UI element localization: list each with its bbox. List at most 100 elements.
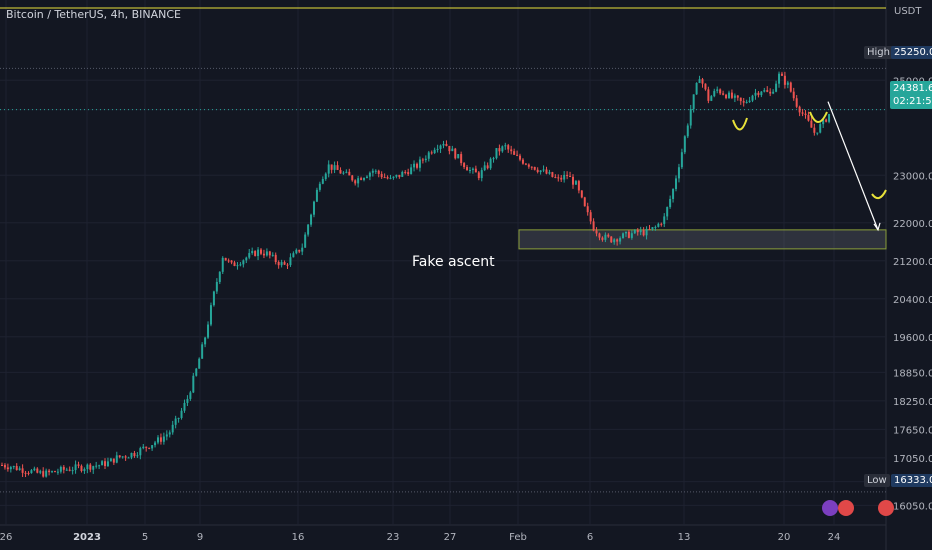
candle-body (651, 227, 654, 230)
candle-body (357, 178, 360, 184)
candle-body (201, 344, 204, 359)
candle-body (268, 251, 271, 256)
candle-body (130, 452, 133, 458)
candle-body (754, 92, 757, 96)
price-tick-label: 16050.00 (893, 501, 932, 512)
candle-body (330, 164, 333, 170)
candle-body (486, 165, 489, 169)
candle-body (536, 169, 539, 172)
candle-body (404, 171, 407, 173)
candle-body (439, 145, 442, 149)
candle-body (192, 375, 195, 393)
candle-body (457, 154, 460, 159)
time-tick-label: 26 (0, 532, 12, 543)
candle-body (627, 231, 630, 238)
time-tick-label: Feb (509, 532, 527, 543)
candle-body (677, 167, 680, 179)
candle-body (516, 154, 519, 156)
price-tick-label: 19600.00 (893, 333, 932, 344)
candle-body (760, 91, 763, 96)
candle-body (672, 188, 675, 199)
projection-arrow (827, 101, 879, 231)
candle-body (265, 251, 268, 256)
candle-body (183, 402, 186, 411)
us-flag-icon[interactable] (878, 500, 894, 516)
candle-body (142, 446, 145, 449)
candle-body (492, 158, 495, 160)
candle-body (292, 253, 295, 258)
candle-body (389, 177, 392, 179)
candle-body (686, 125, 689, 137)
candle-body (713, 90, 716, 97)
candle-body (33, 468, 36, 471)
candle-body (692, 94, 695, 109)
low-label: Low (864, 474, 890, 487)
candle-body (365, 176, 368, 178)
candle-body (801, 112, 804, 114)
us-flag-icon[interactable] (838, 500, 854, 516)
candle-body (669, 198, 672, 208)
candle-body (619, 238, 622, 242)
candle-body (448, 145, 451, 152)
candle-body (336, 165, 339, 170)
annotation-text: Fake ascent (412, 254, 495, 270)
candle-body (339, 169, 342, 174)
candle-body (569, 176, 572, 178)
candle-body (65, 469, 68, 471)
candle-body (51, 471, 54, 473)
candle-body (430, 152, 433, 154)
candle-body (471, 168, 474, 171)
candle-body (248, 253, 251, 258)
candle-body (15, 466, 18, 471)
candle-body (716, 89, 719, 91)
candle-body (595, 230, 598, 234)
candle-body (772, 91, 775, 94)
candle-body (710, 96, 713, 101)
candle-body (610, 236, 613, 243)
candle-body (236, 265, 239, 267)
candle-body (680, 152, 683, 168)
candle-body (24, 472, 27, 474)
candle-body (89, 464, 92, 470)
candle-body (574, 181, 577, 185)
candle-body (207, 324, 210, 338)
candle-body (783, 75, 786, 85)
candle-body (42, 471, 45, 477)
time-tick-label: 27 (444, 532, 457, 543)
price-tick-label: 18850.00 (893, 368, 932, 379)
candle-body (327, 164, 330, 174)
candle-body (719, 89, 722, 94)
lightning-icon[interactable] (822, 500, 838, 516)
candle-body (583, 197, 586, 207)
candle-body (95, 465, 98, 467)
candle-body (407, 172, 410, 175)
time-tick-label: 6 (587, 532, 593, 543)
candle-body (348, 171, 351, 176)
candle-body (695, 82, 698, 95)
candle-body (498, 148, 501, 152)
candle-body (513, 151, 516, 155)
candle-body (363, 177, 366, 180)
candle-body (825, 119, 828, 122)
candle-body (424, 158, 427, 161)
candle-body (109, 458, 112, 462)
candle-body (86, 464, 89, 470)
candle-body (212, 291, 215, 306)
time-tick-label: 23 (387, 532, 400, 543)
candle-body (563, 174, 566, 180)
candle-body (586, 206, 589, 213)
cup-annotation-3 (871, 189, 887, 200)
candle-body (413, 163, 416, 168)
candle-body (83, 469, 86, 471)
candle-body (733, 95, 736, 98)
candle-body (636, 229, 639, 233)
price-tick-label: 23000.00 (893, 171, 932, 182)
candle-body (539, 170, 542, 172)
price-tick-label: 18250.00 (893, 397, 932, 408)
candle-body (580, 190, 583, 198)
candle-body (418, 159, 421, 168)
candle-body (780, 73, 783, 76)
time-tick-label: 20 (778, 532, 791, 543)
candle-body (657, 223, 660, 227)
